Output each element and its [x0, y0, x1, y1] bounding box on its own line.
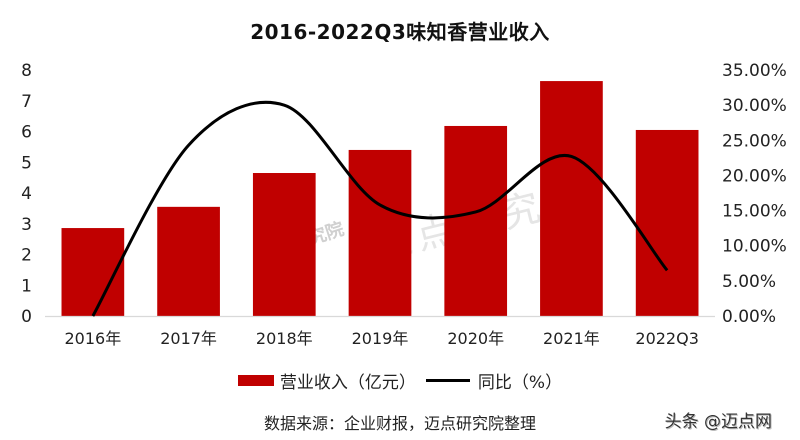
- left-tick-label: 0: [21, 307, 32, 327]
- x-tick-label: 2022Q3: [635, 329, 699, 348]
- data-source-note: 数据来源：企业财报，迈点研究院整理: [263, 414, 536, 433]
- chart-title: 2016-2022Q3味知香营业收入: [250, 20, 550, 44]
- bar-2017年: [157, 206, 220, 316]
- left-y-axis: 0 1 2 3 4 5 6 7 8: [21, 61, 32, 327]
- right-tick-label: 5.00%: [722, 272, 776, 292]
- legend-line-swatch: [425, 379, 470, 382]
- legend-bar-swatch: [237, 375, 274, 386]
- x-tick-label: 2016年: [64, 329, 121, 348]
- left-tick-label: 8: [21, 61, 32, 81]
- x-tick-label: 2017年: [160, 329, 217, 348]
- right-tick-label: 20.00%: [722, 166, 787, 186]
- x-tick-label: 2020年: [447, 329, 504, 348]
- x-tick-label: 2019年: [352, 329, 409, 348]
- legend-line-label: 同比（%）: [477, 373, 563, 393]
- legend-bar-label: 营业收入（亿元）: [279, 373, 416, 393]
- left-tick-label: 5: [21, 153, 32, 173]
- x-tick-label: 2021年: [543, 329, 600, 348]
- right-tick-label: 10.00%: [722, 237, 787, 257]
- right-tick-label: 15.00%: [722, 202, 787, 222]
- left-tick-label: 1: [21, 276, 32, 296]
- right-y-axis: 0.00% 5.00% 10.00% 15.00% 20.00% 25.00% 30.00%…: [722, 61, 787, 327]
- bar-series: [61, 81, 699, 316]
- left-tick-label: 4: [21, 184, 32, 204]
- right-tick-label: 35.00%: [722, 61, 787, 81]
- yoy-line-series: [91, 100, 669, 317]
- brand-watermark: 头条 @迈点网: [664, 412, 772, 432]
- right-tick-label: 0.00%: [722, 307, 776, 327]
- right-tick-label: 30.00%: [722, 96, 787, 116]
- legend: 营业收入（亿元） 同比（%）: [0, 368, 800, 393]
- bar-2018年: [252, 173, 316, 316]
- bar-2020年: [444, 125, 508, 316]
- x-axis: 2016年 2017年 2018年 2019年 2020年 2021年 2022Q3: [64, 329, 698, 348]
- left-tick-label: 2: [21, 246, 32, 266]
- bar-2019年: [348, 149, 412, 316]
- bar-2022Q3: [635, 129, 699, 316]
- left-tick-label: 7: [21, 92, 32, 112]
- left-tick-label: 6: [21, 123, 32, 143]
- right-tick-label: 25.00%: [722, 131, 787, 151]
- x-tick-label: 2018年: [256, 329, 313, 348]
- bar-2021年: [540, 81, 603, 316]
- left-tick-label: 3: [21, 215, 32, 235]
